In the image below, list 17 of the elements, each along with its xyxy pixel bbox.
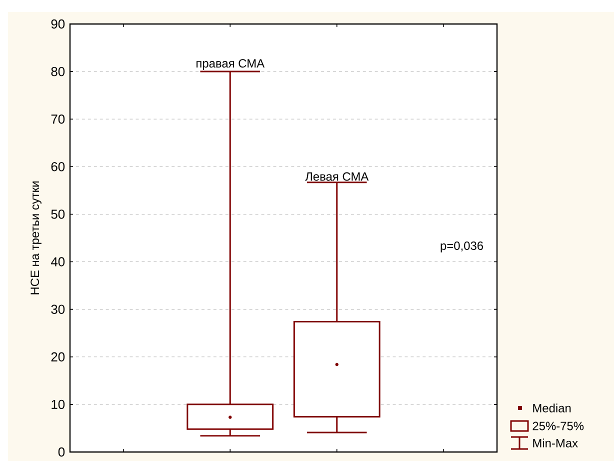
y-tick-label: 0: [58, 447, 65, 457]
x-tick-label: Левая СМА: [305, 172, 369, 181]
y-axis-title: НСЕ на третьи сутки: [30, 182, 42, 294]
y-tick-label: 10: [52, 400, 65, 410]
y-tick-label: 80: [51, 66, 65, 76]
text: Median: [533, 404, 571, 412]
y-tick-label: 50: [51, 210, 65, 219]
x-tick-label: правая СМА: [196, 59, 265, 70]
text: Min-Max: [533, 438, 578, 448]
y-tick-label: 90: [51, 19, 65, 29]
annotation: p=0,036: [440, 242, 484, 252]
y-tick-label: 20: [51, 352, 65, 362]
y-tick-label: 30: [51, 304, 65, 314]
text: 25%-75%: [532, 422, 584, 430]
y-tick-label: 60: [51, 162, 65, 172]
y-tick-label: 40: [50, 257, 65, 266]
y-tick-label: 70: [51, 114, 65, 124]
